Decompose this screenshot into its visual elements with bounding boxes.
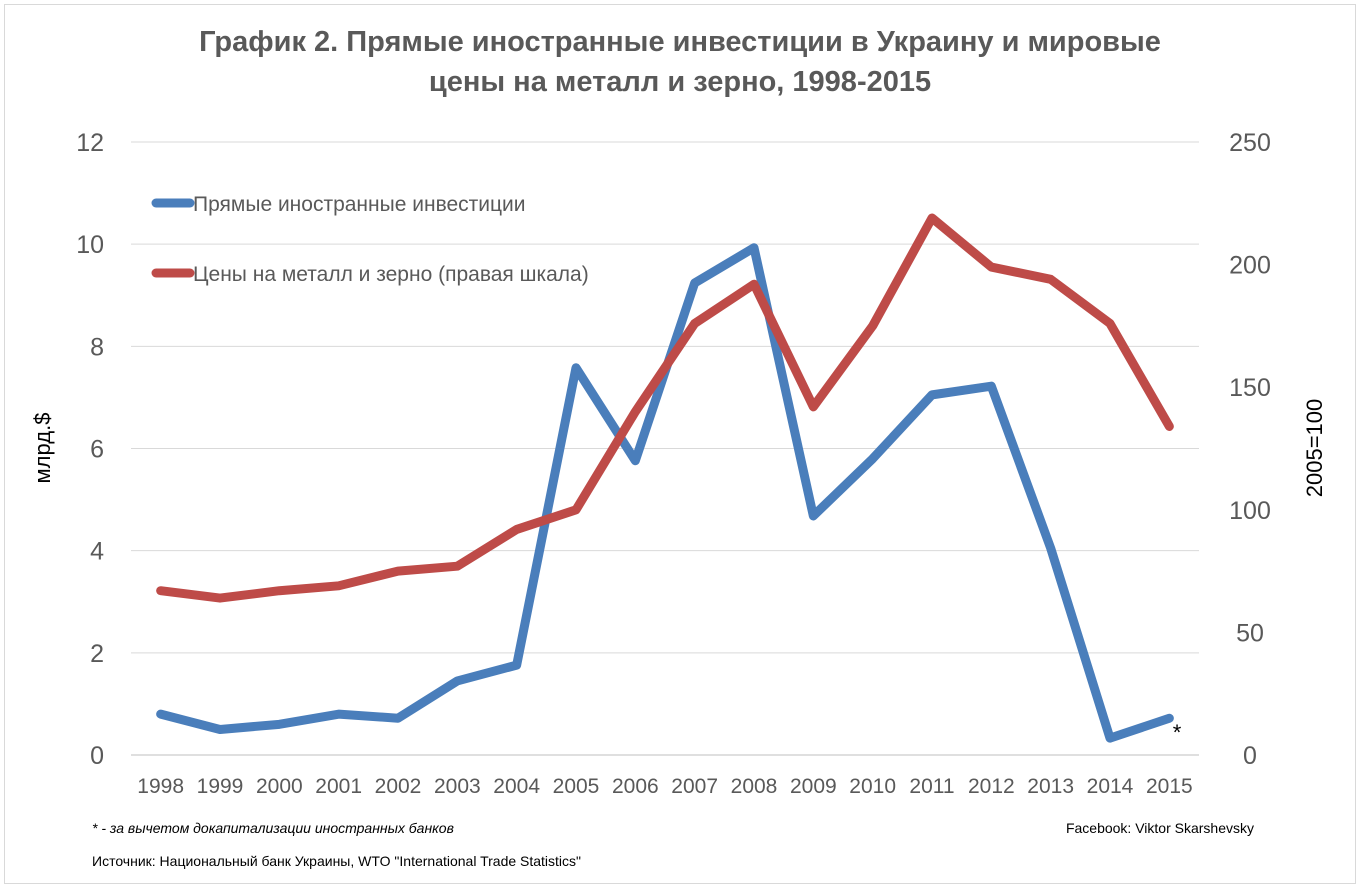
x-tick-label: 2014	[1087, 775, 1134, 798]
series-line-1	[156, 243, 1174, 743]
y2-tick-label: 200	[1229, 252, 1271, 280]
x-tick-label: 2004	[493, 775, 540, 798]
x-tick-label: 2008	[731, 775, 778, 798]
x-tick-label: 2013	[1027, 775, 1074, 798]
x-tick-label: 1999	[197, 775, 244, 798]
credit: Facebook: Viktor Skarshevsky	[1065, 820, 1254, 836]
x-tick-label: 2009	[790, 775, 837, 798]
series-line-2	[156, 213, 1174, 603]
chart-frame	[4, 4, 1356, 884]
annotation-asterisk: *	[1173, 720, 1182, 745]
y2-axis-label: 2005=100	[1302, 399, 1327, 498]
y-axis-label: млрд.$	[30, 413, 55, 484]
y-tick-label: 2	[90, 640, 104, 668]
x-tick-label: 1998	[137, 775, 184, 798]
y-tick-label: 10	[76, 231, 104, 259]
chart-title: График 2. Прямые иностранные инвестиции …	[0, 22, 1360, 102]
x-tick-label: 2007	[671, 775, 718, 798]
x-tick-label: 2012	[968, 775, 1015, 798]
y2-tick-label: 50	[1236, 619, 1264, 647]
x-tick-label: 2002	[375, 775, 422, 798]
x-tick-label: 2011	[909, 775, 954, 798]
y-tick-label: 8	[90, 333, 104, 361]
title-line-2: цены на металл и зерно, 1998-2015	[428, 66, 932, 98]
footnote: * - за вычетом докапитализации иностранн…	[92, 820, 454, 836]
title-line-1: График 2. Прямые иностранные инвестиции …	[199, 26, 1161, 58]
y-tick-label: 0	[90, 742, 104, 770]
x-tick-label: 2010	[849, 775, 896, 798]
source-note: Источник: Национальный банк Украины, WTO…	[92, 853, 582, 869]
x-tick-label: 2000	[256, 775, 303, 798]
x-tick-label: 2006	[612, 775, 659, 798]
legend-label: Прямые иностранные инвестиции	[193, 193, 526, 216]
y2-tick-label: 250	[1229, 129, 1271, 157]
x-tick-label: 2003	[434, 775, 481, 798]
y-tick-label: 12	[76, 129, 104, 157]
y2-tick-label: 0	[1243, 742, 1257, 770]
y2-tick-label: 150	[1229, 374, 1271, 402]
y2-tick-label: 100	[1229, 497, 1271, 525]
x-tick-label: 2015	[1146, 775, 1193, 798]
x-tick-label: 2001	[315, 775, 362, 798]
legend-label: Цены на металл и зерно (правая шкала)	[193, 263, 589, 286]
y-tick-label: 6	[90, 436, 104, 464]
x-tick-label: 2005	[553, 775, 600, 798]
y-tick-label: 4	[90, 538, 104, 566]
